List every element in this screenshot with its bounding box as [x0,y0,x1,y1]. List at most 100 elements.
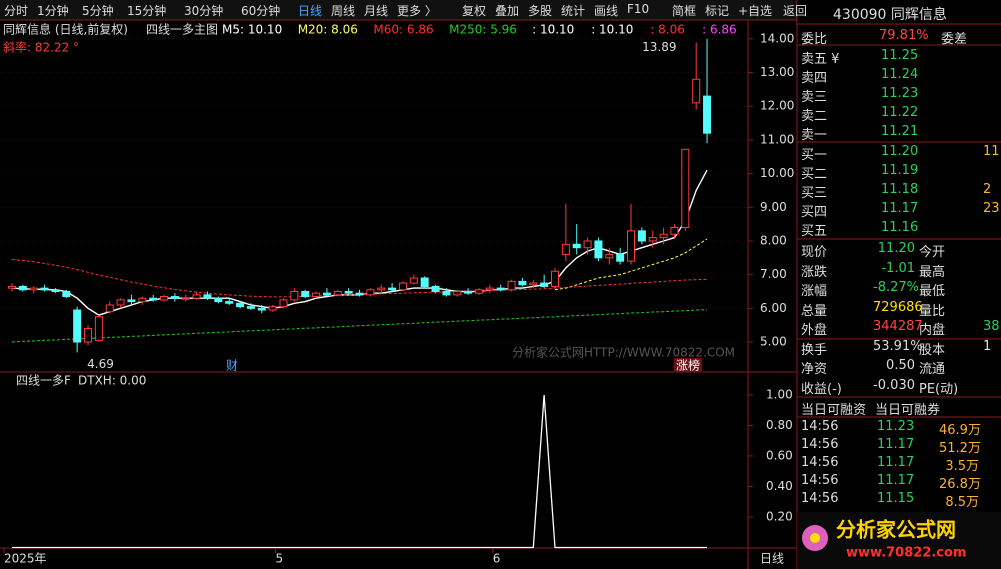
ask-price: 11.23 [881,86,919,101]
candle-body [268,306,277,311]
toolbar-button[interactable]: 1分钟 [37,4,69,18]
ask-label: 卖四 [801,71,828,86]
toolbar-button[interactable]: 更多 〉 [397,4,437,18]
candle-body [648,237,657,242]
toolbar-button[interactable]: +自选 [738,4,773,18]
candle-body [551,270,559,287]
candle-body [659,233,668,239]
toolbar-button[interactable]: 叠加 [495,4,520,18]
legend-extra: : 6.86 [702,23,737,37]
y-tick-label: 14.00 [760,31,794,45]
trade-volume: 46.9万 [939,423,981,438]
y-tick-label: 12.00 [760,99,794,113]
candle-body [312,292,321,298]
ask-price: 11.21 [881,124,919,139]
legend-extra: : 8.06 [650,23,685,37]
candle-body [301,290,310,298]
candle-body [627,230,636,262]
period-label: 日线 [760,552,784,566]
candle-body [681,148,690,228]
candle-body [496,287,505,291]
candle-body [214,297,223,303]
candle-body [203,294,212,299]
trade-time: 14:56 [801,419,839,434]
toolbar-button[interactable]: 30分钟 [184,4,224,18]
candle-body [333,290,342,296]
toolbar-button[interactable]: 5分钟 [82,4,114,18]
tag-bg [674,358,702,372]
bid-price: 11.19 [881,163,919,178]
candle-body [236,302,245,308]
stat-value: -8.27% [873,280,919,295]
ma-line [554,238,708,291]
x-tick-label: 2025年 [4,552,47,566]
y-tick-label: 6.00 [760,301,787,315]
candle-body [464,290,473,294]
legend-entry: M250: 5.96 [449,23,517,37]
y-tick-label: 10.00 [760,166,794,180]
candle-body [572,243,581,249]
y-tick-label: 9.00 [760,200,787,214]
candle-body [398,282,407,291]
x-tick-label: 5 [276,552,284,566]
trade-price: 11.15 [877,491,915,506]
toolbar-button[interactable]: F10 [627,2,650,16]
candle-body [355,292,364,296]
toolbar-button[interactable]: 统计 [561,4,586,18]
candle-body [18,285,27,291]
stat-value: 1 [983,338,992,354]
candle-body [594,240,603,259]
candle-body [181,297,190,300]
stat-label: 内盘 [919,323,946,338]
ask-label: 卖五 ¥ [801,52,840,67]
trade-volume: 26.8万 [939,477,981,492]
candle-body [703,95,712,134]
candle-body [279,299,288,308]
stat-label: 换手 [801,342,828,358]
candle-body [605,253,614,259]
stat-label: 涨跌 [801,264,828,280]
candle-body [8,285,16,289]
bid-price: 11.18 [881,182,919,197]
margin-label: 当日可融资 [801,403,867,418]
toolbar-button[interactable]: 15分钟 [127,4,167,18]
indicator-name: 四线一多主图 [146,23,218,37]
toolbar-button[interactable]: 周线 [331,4,356,18]
chart-title: 同辉信息 (日线,前复权) [3,22,128,37]
stat-label: PE(动) [919,381,959,397]
bid-label: 买二 [801,167,828,182]
bid-volume: 23 [983,201,1000,216]
trade-volume: 8.5万 [945,495,979,510]
logo-url: www.70822.com [846,546,967,561]
candle-body [225,301,234,304]
candle-body [127,299,136,303]
legend-entry: M5: 10.10 [222,23,282,37]
candle-body [94,316,103,341]
toolbar-button[interactable]: 复权 [462,4,487,18]
toolbar-button[interactable]: 画线 [594,4,619,18]
toolbar-button[interactable]: 月线 [364,4,389,18]
candle-body [474,289,483,294]
candle-body [637,230,646,242]
toolbar-button[interactable]: 60分钟 [241,4,281,18]
candle-body [453,290,462,296]
candle-body [670,226,679,235]
toolbar-button[interactable]: 简框 [672,4,697,18]
toolbar-button[interactable]: 标记 [705,4,730,18]
candle-body [73,309,82,343]
toolbar-button[interactable]: 分时 [4,4,29,18]
candle-body [322,292,331,296]
high-label: 13.89 [642,40,676,54]
logo-bg [797,512,1001,569]
stat-value: -0.030 [873,377,915,393]
toolbar-button[interactable]: 返回 [783,4,808,18]
candle-body [420,277,429,287]
candle-body [246,306,255,309]
bid-label: 买三 [801,186,828,201]
trade-price: 11.17 [877,437,915,452]
toolbar-button[interactable]: 多股 [528,4,553,18]
stat-label: 股本 [919,342,946,358]
event-tag: 涨榜 [676,358,700,373]
toolbar-button[interactable]: 日线 [298,4,323,18]
